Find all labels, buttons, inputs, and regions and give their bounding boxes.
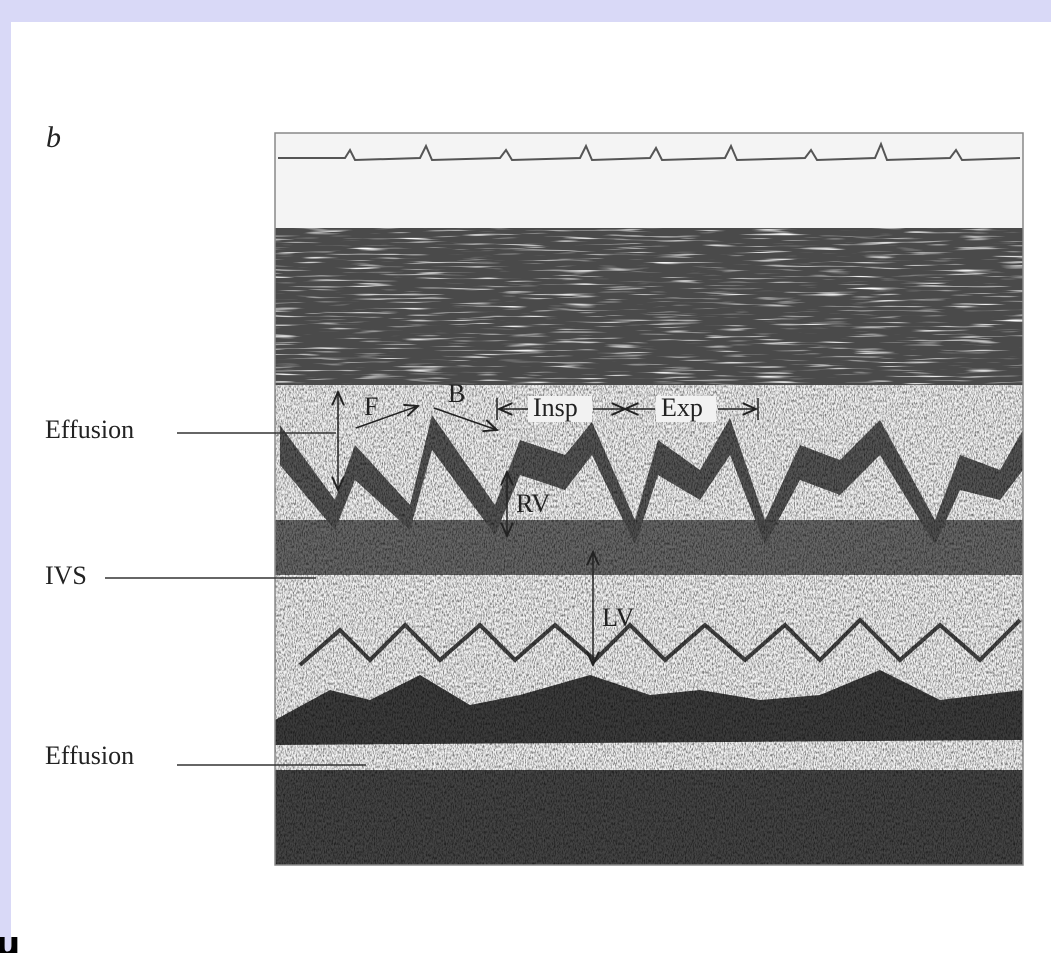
- ivs-label: IVS: [45, 561, 87, 590]
- label-rv: RV: [516, 489, 550, 518]
- effusion-label: Effusion: [45, 741, 134, 770]
- label-insp: Insp: [533, 393, 578, 422]
- label-lv: LV: [602, 603, 634, 632]
- label-b: B: [448, 379, 465, 408]
- left-band: [0, 0, 11, 953]
- panel-label: b: [46, 121, 61, 154]
- label-f: F: [364, 392, 378, 421]
- top-band: [0, 0, 1051, 22]
- figure: F B Insp Exp RV LV b Effusion IVS Effusi…: [0, 0, 1051, 953]
- effusion-label: Effusion: [45, 415, 134, 444]
- label-exp: Exp: [661, 393, 703, 422]
- m-mode-image: [275, 133, 1023, 865]
- cut-text: u: [0, 925, 20, 953]
- page: F B Insp Exp RV LV b Effusion IVS Effusi…: [0, 0, 1051, 953]
